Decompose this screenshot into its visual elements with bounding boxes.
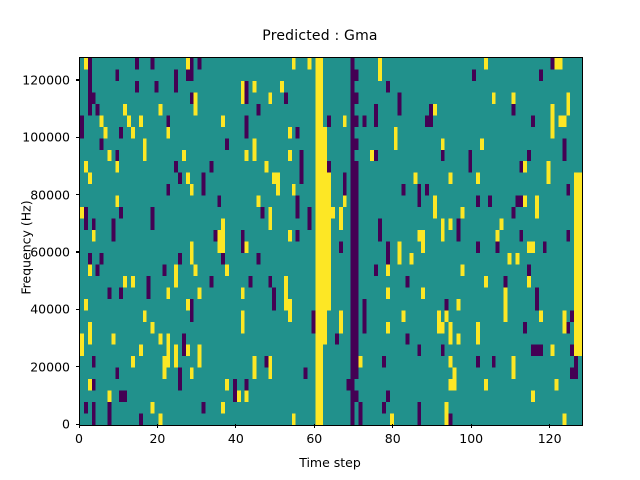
y-tick-label: 80000 [30,187,70,203]
x-tick-mark [235,424,237,428]
x-tick-label: 40 [227,431,244,446]
heatmap-image [80,58,582,425]
x-tick-label: 120 [537,431,562,446]
y-tick-mark [75,136,79,138]
y-tick-mark [75,366,79,368]
x-tick-mark [549,424,551,428]
y-tick-label: 120000 [22,72,70,88]
x-tick-mark [156,424,159,428]
x-tick-label: 20 [149,431,166,446]
y-tick-mark [75,423,79,425]
x-tick-mark [78,424,80,428]
y-tick-mark [75,251,79,253]
x-tick-mark [470,424,472,428]
x-tick-label: 60 [306,431,323,446]
y-tick-label: 60000 [30,244,70,260]
x-axis-label: Time step [299,455,361,470]
page-title: Predicted : Gma [262,28,378,44]
x-tick-label: 0 [75,431,83,446]
y-tick-mark [75,79,79,81]
y-tick-label: 20000 [30,359,70,375]
x-tick-label: 100 [459,431,484,446]
x-tick-mark [313,424,315,428]
y-axis-label: Frequency (Hz) [18,200,34,295]
y-tick-mark [75,308,79,310]
y-tick-label: 0 [62,416,70,432]
y-tick-label: 100000 [22,129,70,145]
y-tick-label: 40000 [30,301,70,317]
heatmap-axes[interactable] [79,57,583,426]
x-tick-label: 80 [384,431,401,446]
x-tick-mark [392,424,394,428]
y-tick-mark [75,194,79,196]
